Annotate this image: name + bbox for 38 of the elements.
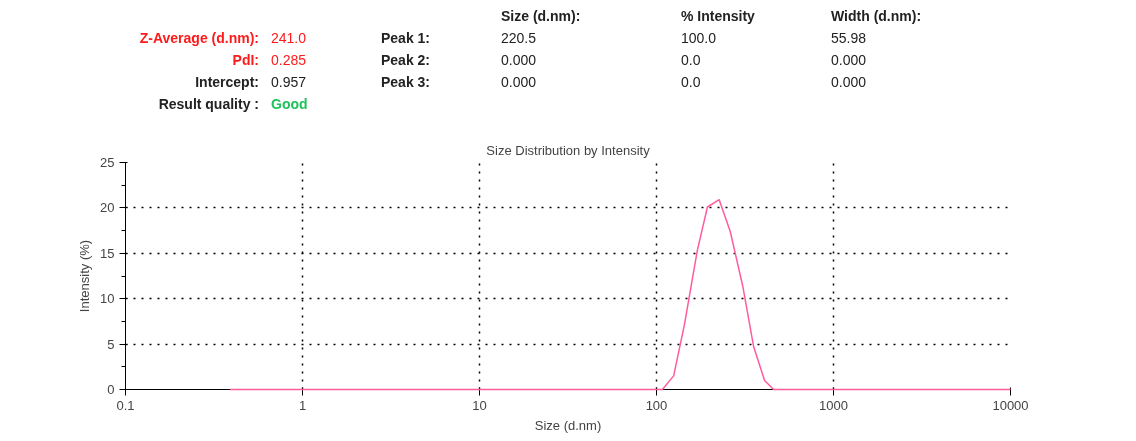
text: Peak 1: [380,29,432,48]
x-tick-label: 10 [472,397,487,413]
chart-title: Size Distribution by Intensity [486,142,651,158]
x-tick-label: 1 [298,397,307,413]
text: 0.285 [270,51,308,70]
text: 55.98 [830,29,868,48]
text: Result quality : [157,95,260,114]
text: Size (d.nm): [500,7,582,26]
text: 0.0 [680,51,702,70]
x-tick-label: 0.1 [116,397,135,413]
text: % Intensity [680,7,756,26]
x-axis-title: Size (d.nm) [534,417,602,433]
x-tick-label: 1000 [819,397,848,413]
y-tick-label: 5 [107,336,115,352]
text: Peak 3: [380,73,432,92]
text: Good [270,95,309,114]
text: 0.000 [830,51,868,70]
text: 241.0 [270,29,308,48]
text: 0.0 [680,73,702,92]
y-tick-label: 20 [100,200,115,216]
y-tick-label: 10 [100,291,115,307]
y-axis-title: Intensity (%) [77,239,93,313]
text: Peak 2: [380,51,432,70]
y-tick-label: 15 [100,245,115,261]
text: Intercept: [194,73,260,92]
text: PdI: [231,51,260,70]
text: 100.0 [680,29,718,48]
text: Width (d.nm): [830,7,923,26]
text: 220.5 [500,29,538,48]
text: Z-Average (d.nm): [138,29,260,48]
text: 0.000 [500,73,538,92]
text: 0.000 [830,73,868,92]
y-tick-label: 0 [107,382,115,397]
x-tick-label: 100 [645,397,668,413]
x-tick-label: 10000 [992,397,1029,413]
text: 0.957 [270,73,308,92]
y-tick-label: 25 [100,155,115,170]
text: 0.000 [500,51,538,70]
